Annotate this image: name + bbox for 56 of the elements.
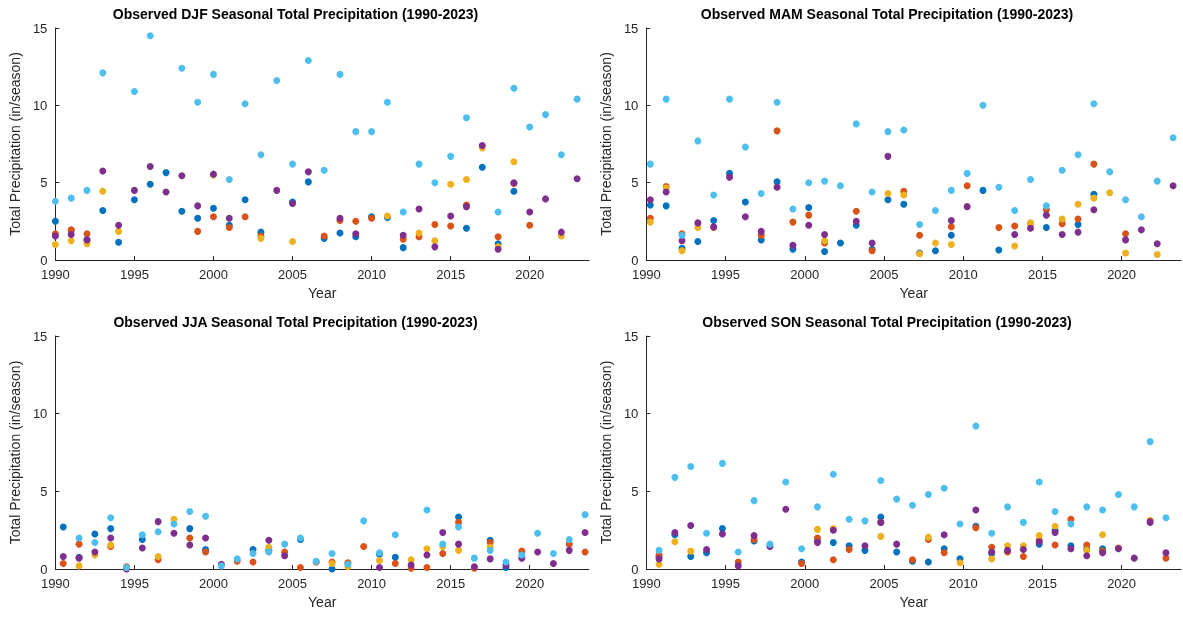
y-tick-label: 0 bbox=[631, 561, 639, 577]
x-tick-label: 2010 bbox=[948, 267, 978, 282]
y-tick-label: 0 bbox=[40, 252, 48, 268]
x-tick-label: 1990 bbox=[631, 267, 661, 282]
y-tick-label: 0 bbox=[40, 561, 48, 577]
y-tick-label: 10 bbox=[32, 97, 48, 113]
x-tick-label: 2020 bbox=[1107, 267, 1137, 282]
y-tick-label: 5 bbox=[40, 483, 48, 499]
x-tick-label: 1995 bbox=[119, 267, 149, 282]
y-tick-label: 10 bbox=[623, 406, 639, 422]
x-axis-title: Year bbox=[308, 593, 337, 610]
x-tick-label: 2005 bbox=[278, 576, 307, 591]
y-tick-label: 15 bbox=[623, 328, 639, 344]
x-tick-label: 2015 bbox=[436, 267, 466, 282]
x-tick-label: 2005 bbox=[869, 576, 899, 591]
x-tick-label: 2020 bbox=[515, 576, 545, 591]
y-tick-label: 15 bbox=[32, 20, 48, 36]
y-axis-title: Total Precipitation (in/season) bbox=[598, 360, 614, 545]
y-tick-label: 5 bbox=[631, 483, 639, 499]
y-tick-label: 5 bbox=[631, 175, 639, 191]
x-tick-label: 2015 bbox=[436, 576, 466, 591]
x-tick-label: 2000 bbox=[790, 576, 820, 591]
y-tick-label: 10 bbox=[623, 97, 639, 113]
x-tick-label: 2010 bbox=[948, 576, 978, 591]
x-tick-label: 2000 bbox=[199, 267, 228, 282]
y-tick-label: 10 bbox=[32, 406, 48, 422]
y-tick-label: 15 bbox=[32, 328, 48, 344]
x-tick-label: 2000 bbox=[790, 267, 820, 282]
y-tick-label: 15 bbox=[623, 20, 639, 36]
x-tick-label: 2005 bbox=[869, 267, 899, 282]
x-tick-label: 2020 bbox=[1107, 576, 1137, 591]
chart-title: Observed MAM Seasonal Total Precipitation (1990-2023) bbox=[700, 6, 1074, 22]
x-tick-label: 1995 bbox=[711, 576, 741, 591]
x-tick-label: 2010 bbox=[357, 267, 387, 282]
y-axis-title: Total Precipitation (in/season) bbox=[598, 52, 614, 236]
x-tick-label: 1995 bbox=[119, 576, 149, 591]
x-axis-title: Year bbox=[308, 284, 337, 301]
x-tick-label: 2015 bbox=[1027, 267, 1057, 282]
y-tick-label: 0 bbox=[631, 252, 639, 268]
x-tick-label: 2010 bbox=[357, 576, 387, 591]
x-tick-label: 2020 bbox=[515, 267, 545, 282]
x-tick-label: 1990 bbox=[40, 267, 70, 282]
x-tick-label: 1990 bbox=[40, 576, 70, 591]
x-tick-label: 2005 bbox=[278, 267, 307, 282]
x-tick-label: 1990 bbox=[631, 576, 661, 591]
x-tick-label: 2000 bbox=[199, 576, 228, 591]
chart-title: Observed DJF Seasonal Total Precipitation (1990-2023) bbox=[112, 6, 479, 22]
x-axis-title: Year bbox=[899, 284, 929, 301]
y-tick-label: 5 bbox=[40, 175, 48, 191]
chart-title: Observed SON Seasonal Total Precipitation (1990-2023) bbox=[702, 314, 1072, 330]
x-axis-title: Year bbox=[899, 593, 929, 610]
y-axis-title: Total Precipitation (in/season) bbox=[7, 360, 23, 545]
y-axis-title: Total Precipitation (in/season) bbox=[7, 52, 23, 236]
x-tick-label: 1995 bbox=[711, 267, 741, 282]
x-tick-label: 2015 bbox=[1027, 576, 1057, 591]
chart-title: Observed JJA Seasonal Total Precipitation (1990-2023) bbox=[113, 314, 478, 330]
